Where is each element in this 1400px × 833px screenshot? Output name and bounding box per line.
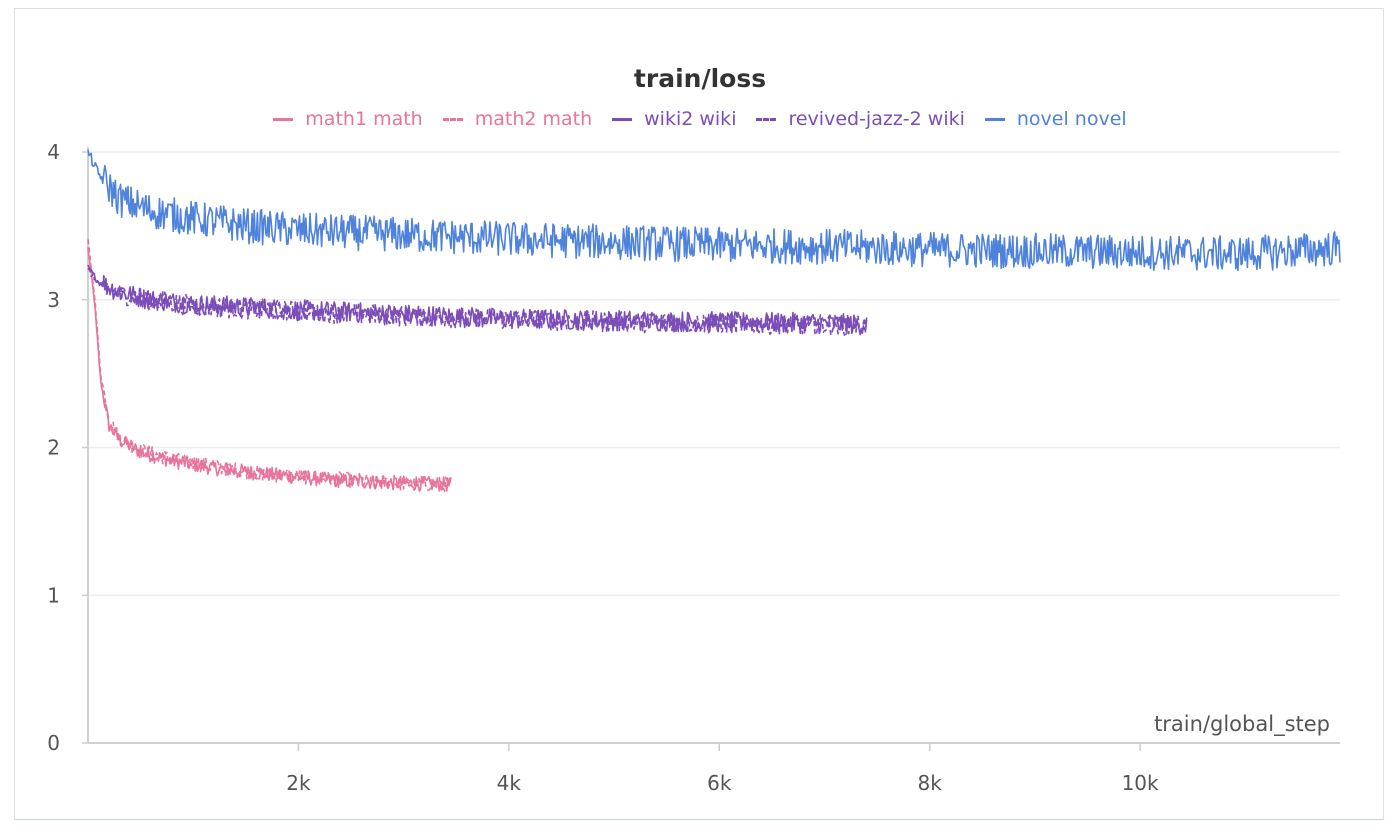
series-line-math1-math[interactable] xyxy=(87,247,452,492)
series-line-novel-novel[interactable] xyxy=(87,149,1341,272)
legend-label-math2: math2 math xyxy=(474,108,593,130)
legend-item-math1[interactable]: math1 math xyxy=(273,108,423,130)
series-layer xyxy=(87,149,1341,493)
x-tick-label: 10k xyxy=(1122,771,1159,795)
grid-layer xyxy=(88,151,1340,596)
series-line-revived-jazz-2-wiki[interactable] xyxy=(87,267,868,336)
series-line-math2-math[interactable] xyxy=(87,239,452,493)
y-tick-label: 0 xyxy=(47,731,60,755)
chart-title: train/loss xyxy=(633,64,767,93)
legend-swatch-wiki2 xyxy=(612,117,633,121)
x-axis-title: train/global_step xyxy=(1154,712,1330,737)
x-tick-label: 8k xyxy=(918,771,943,795)
legend-item-novel[interactable]: novel novel xyxy=(984,108,1127,130)
legend-label-revived-jazz-2: revived-jazz-2 wiki xyxy=(788,108,965,130)
x-tick-label: 4k xyxy=(497,771,522,795)
legend-swatch-math1 xyxy=(273,117,294,121)
legend-swatch-novel xyxy=(984,117,1005,121)
y-tick-label: 4 xyxy=(47,140,60,164)
legend-label-math1: math1 math xyxy=(305,108,423,130)
x-tick-label: 6k xyxy=(707,771,732,795)
legend-item-revived-jazz-2[interactable]: revived-jazz-2 wiki xyxy=(756,108,965,130)
y-tick-label: 2 xyxy=(47,436,60,460)
legend-item-wiki2[interactable]: wiki2 wiki xyxy=(612,108,736,130)
y-tick-label: 3 xyxy=(47,288,60,312)
x-tick-label: 2k xyxy=(286,771,311,795)
legend-label-wiki2: wiki2 wiki xyxy=(644,108,737,130)
legend-swatch-revived-jazz-2 xyxy=(756,117,777,121)
y-tick-label: 1 xyxy=(47,583,60,607)
chart-panel xyxy=(14,8,1384,820)
chart-legend: math1 math math2 math wiki2 wiki revived… xyxy=(0,108,1400,130)
axis-layer: 0 1 2 3 4 2k 4k 6k 8k 10k xyxy=(47,140,1340,795)
legend-swatch-math2 xyxy=(442,117,463,121)
legend-item-math2[interactable]: math2 math xyxy=(442,108,593,130)
legend-label-novel: novel novel xyxy=(1016,108,1127,130)
